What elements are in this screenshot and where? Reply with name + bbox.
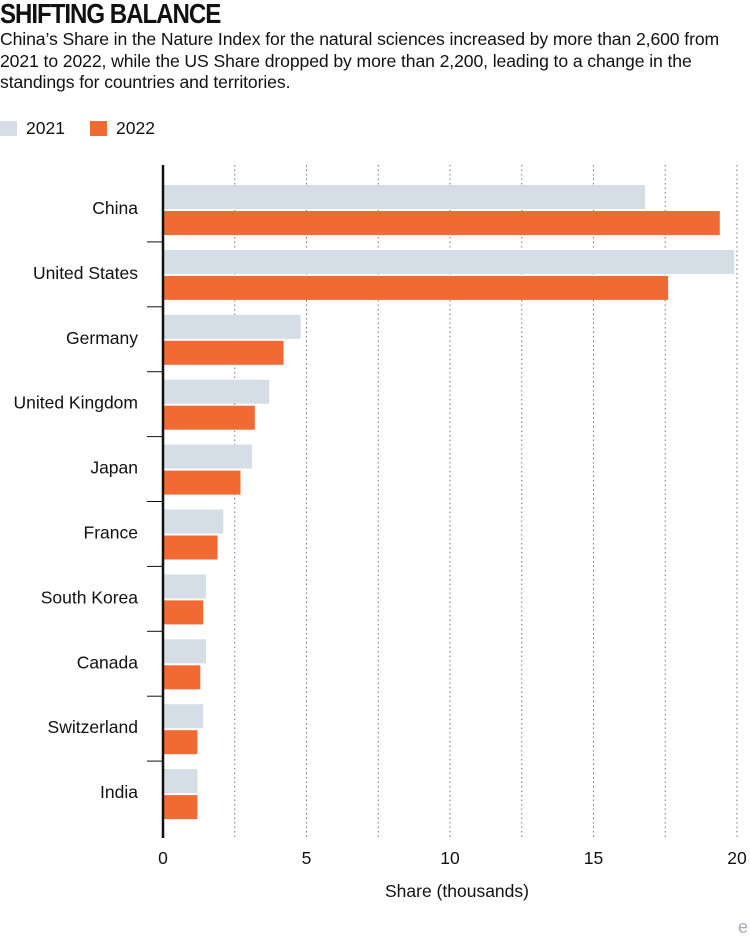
category-label: South Korea bbox=[41, 587, 139, 607]
watermark-text: e bbox=[737, 917, 748, 937]
bar-2021-south-korea bbox=[164, 574, 207, 599]
x-tick-label: 15 bbox=[584, 848, 603, 868]
bar-2022-japan bbox=[164, 470, 241, 495]
x-tick-label: 5 bbox=[302, 848, 312, 868]
bar-2021-india bbox=[164, 769, 198, 794]
bar-2022-united-kingdom bbox=[164, 405, 255, 430]
x-tick-label: 10 bbox=[440, 848, 460, 868]
legend-swatch-2022 bbox=[90, 121, 107, 136]
bar-2021-united-kingdom bbox=[164, 379, 270, 404]
bar-2022-switzerland bbox=[164, 730, 198, 755]
bar-2021-switzerland bbox=[164, 704, 204, 729]
category-label: France bbox=[84, 523, 138, 543]
bar-2022-united-states bbox=[164, 275, 669, 300]
bar-2022-south-korea bbox=[164, 600, 204, 625]
legend-item-2021: 2021 bbox=[0, 118, 65, 139]
category-label: Switzerland bbox=[48, 717, 138, 737]
legend-label-2021: 2021 bbox=[26, 118, 65, 138]
category-label: China bbox=[92, 198, 138, 218]
category-label: Canada bbox=[77, 652, 139, 672]
bar-2021-japan bbox=[164, 444, 252, 469]
chart-subtitle: China’s Share in the Nature Index for th… bbox=[0, 29, 720, 92]
bar-2022-india bbox=[164, 795, 198, 820]
bar-2022-china bbox=[164, 211, 720, 235]
bar-2021-china bbox=[164, 185, 646, 209]
legend-item-2022: 2022 bbox=[90, 118, 155, 139]
category-label: Germany bbox=[66, 328, 138, 348]
legend-label-2022: 2022 bbox=[116, 118, 155, 138]
category-label: United States bbox=[33, 263, 138, 283]
bar-2022-canada bbox=[164, 665, 201, 690]
bar-2021-united-states bbox=[164, 249, 735, 274]
bar-2021-canada bbox=[164, 639, 207, 664]
category-label: United Kingdom bbox=[13, 393, 138, 413]
bar-2021-germany bbox=[164, 314, 301, 339]
bar-2022-france bbox=[164, 535, 218, 560]
bar-2021-france bbox=[164, 509, 224, 534]
chart-title: SHIFTING BALANCE bbox=[0, 0, 221, 29]
x-axis-label: Share (thousands) bbox=[385, 881, 529, 901]
bar-2022-germany bbox=[164, 340, 284, 365]
x-tick-label: 0 bbox=[158, 848, 168, 868]
category-label: India bbox=[100, 782, 138, 802]
category-label: Japan bbox=[90, 458, 138, 478]
legend-swatch-2021 bbox=[0, 121, 17, 136]
x-tick-label: 20 bbox=[727, 848, 747, 868]
